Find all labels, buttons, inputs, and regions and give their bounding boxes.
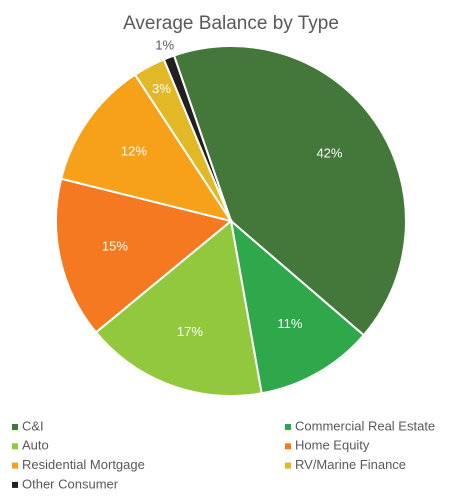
legend-label: Auto bbox=[22, 438, 49, 453]
pie-slice bbox=[162, 54, 232, 222]
pie-slice bbox=[55, 177, 234, 334]
pie-slice bbox=[94, 219, 263, 397]
data-label: 3% bbox=[152, 81, 171, 96]
legend-swatch bbox=[285, 424, 291, 430]
legend-swatch bbox=[12, 462, 18, 469]
legend-label: Commercial Real Estate bbox=[295, 418, 435, 433]
data-label: 15% bbox=[102, 239, 128, 254]
data-label: 1% bbox=[155, 38, 174, 53]
data-label: 17% bbox=[177, 324, 203, 339]
legend-label: C&I bbox=[22, 418, 44, 433]
data-label: 12% bbox=[121, 144, 147, 159]
legend-label: RV/Marine Finance bbox=[295, 457, 406, 472]
chart-title: Average Balance by Type bbox=[123, 13, 339, 34]
legend-label: Residential Mortgage bbox=[22, 457, 145, 472]
legend-swatch bbox=[285, 462, 291, 469]
legend-swatch bbox=[12, 443, 18, 450]
data-label: 11% bbox=[277, 316, 302, 331]
data-label: 42% bbox=[316, 146, 342, 161]
legend-swatch bbox=[12, 424, 18, 430]
legend-label: Home Equity bbox=[295, 438, 370, 453]
legend-label: Other Consumer bbox=[22, 476, 119, 491]
pie-slice bbox=[229, 218, 366, 395]
legend-swatch bbox=[285, 443, 291, 450]
pie-slice bbox=[172, 45, 407, 337]
pie-slice bbox=[59, 73, 234, 223]
legend-swatch bbox=[12, 481, 18, 488]
